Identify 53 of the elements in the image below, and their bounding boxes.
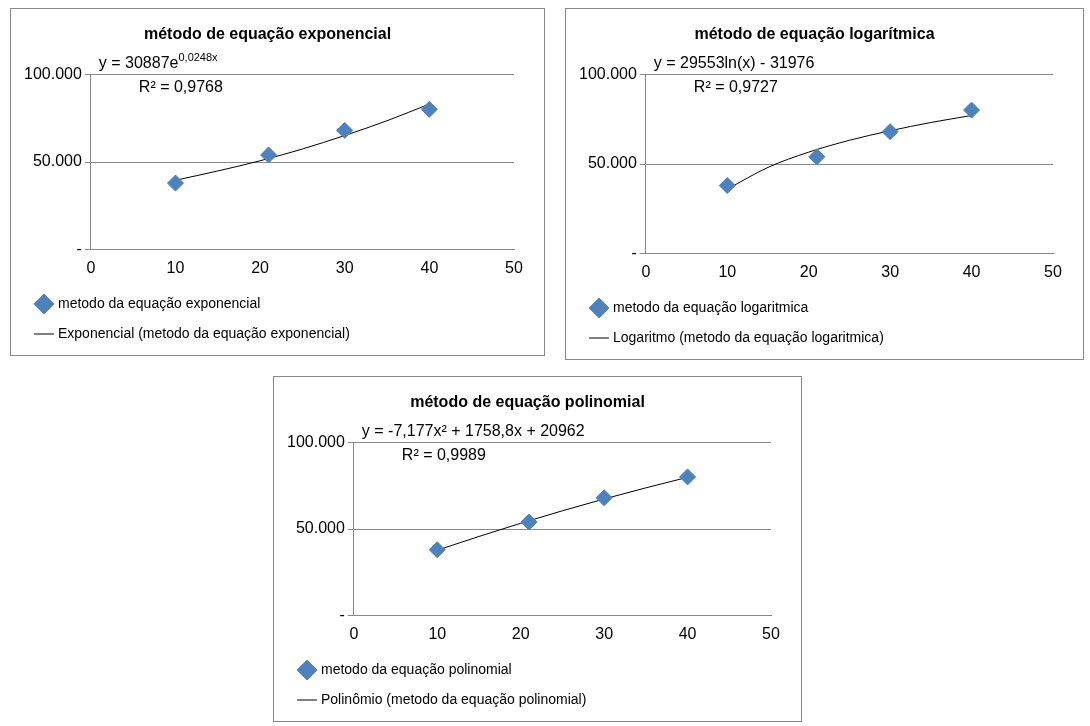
- x-tick-label: 30: [881, 262, 900, 280]
- x-tick-label: 30: [335, 258, 354, 276]
- y-tick-label: 50.000: [32, 152, 82, 170]
- point: [881, 123, 899, 141]
- chart-title: método de equação polinomial: [410, 393, 645, 411]
- annotation: R² = 0,9989: [401, 446, 486, 464]
- legend-label: metodo da equação polinomial: [321, 660, 512, 677]
- chart-title: método de equação exponencial: [143, 25, 392, 43]
- text: y = 29553ln(x) - 31976: [653, 54, 815, 72]
- point: [679, 468, 697, 486]
- legend-label: metodo da equação logaritmica: [613, 298, 809, 315]
- x-tick-label: 40: [420, 258, 439, 276]
- point: [718, 177, 736, 195]
- legend-label: Exponencial (metodo da equação exponencial): [58, 324, 350, 341]
- legend-label: Logaritmo (metodo da equação logaritmica): [613, 328, 884, 345]
- chart-title: método de equação logarítmica: [694, 25, 935, 43]
- point: [595, 489, 613, 507]
- x-tick-label: 10: [428, 624, 447, 642]
- point: [166, 174, 184, 192]
- x-tick-label: 10: [718, 262, 737, 280]
- y-tick-label: -: [631, 244, 637, 262]
- point: [420, 100, 438, 118]
- x-tick-label: 50: [762, 624, 780, 642]
- y-tick-label: -: [339, 606, 345, 624]
- x-tick-label: 10: [166, 258, 185, 276]
- x-tick-label: 20: [511, 624, 530, 642]
- legend-label: Polinômio (metodo da equação polinomial): [321, 690, 587, 707]
- x-tick-label: 30: [595, 624, 614, 642]
- point: [808, 148, 826, 166]
- y-tick-label: 50.000: [587, 154, 637, 172]
- y-tick-label: -: [76, 240, 82, 258]
- annotation: R² = 0,9727: [693, 78, 778, 96]
- y-tick-label: 100.000: [286, 432, 345, 450]
- point: [336, 121, 354, 139]
- text: y = -7,177x² + 1758,8x + 20962: [361, 422, 585, 440]
- x-tick-label: 20: [799, 262, 818, 280]
- x-tick-label: 0: [86, 258, 96, 276]
- x-tick-label: 0: [349, 624, 359, 642]
- y-tick-label: 100.000: [578, 64, 637, 82]
- legend-label: metodo da equação exponencial: [58, 294, 261, 311]
- x-tick-label: 40: [962, 262, 981, 280]
- point: [520, 513, 538, 531]
- point: [963, 101, 981, 119]
- x-tick-label: 0: [641, 262, 651, 280]
- x-tick-label: 50: [505, 258, 523, 276]
- x-tick-label: 40: [678, 624, 697, 642]
- x-tick-label: 20: [251, 258, 270, 276]
- annotation: R² = 0,9768: [138, 78, 223, 96]
- point: [428, 541, 446, 559]
- point: [260, 146, 278, 164]
- y-tick-label: 50.000: [295, 519, 345, 537]
- x-tick-label: 50: [1044, 262, 1062, 280]
- y-tick-label: 100.000: [23, 64, 82, 82]
